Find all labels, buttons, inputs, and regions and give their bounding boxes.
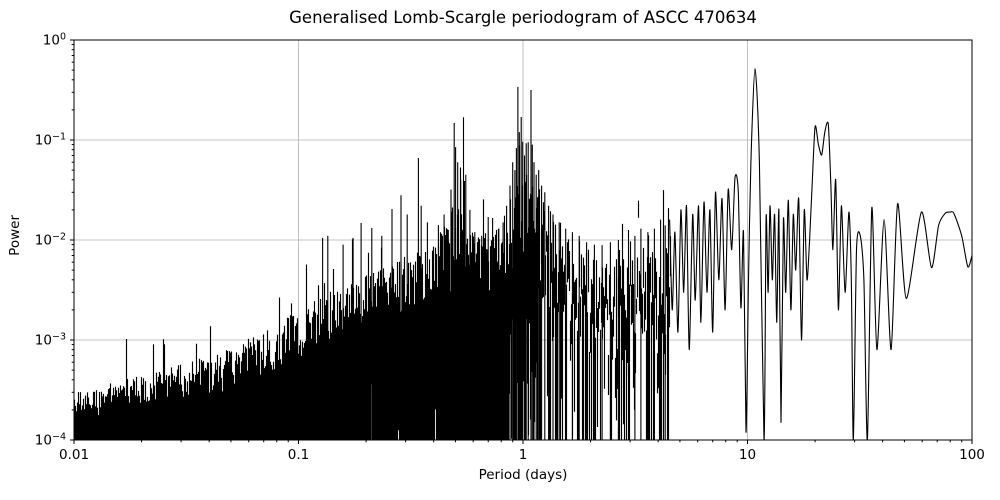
y-tick-label: 10−2 [35,232,66,249]
y-tick-label: 10−3 [35,332,66,349]
chart-title: Generalised Lomb-Scargle periodogram of … [289,8,757,27]
x-axis-label: Period (days) [478,467,568,483]
y-tick-label: 10−1 [35,132,66,149]
x-tick-label: 0.1 [288,447,309,463]
spectrum-peaks [322,86,666,440]
ticks [70,39,973,444]
x-tick-label: 10 [739,447,756,463]
spectrum-tail [669,67,972,440]
spectrum-dense [74,145,672,440]
y-tick-label: 100 [43,32,66,49]
x-tick-label: 1 [519,447,528,463]
x-tick-label: 100 [959,447,985,463]
y-tick-label: 10−4 [35,432,66,449]
tick-labels: 0.01 0.1 1 10 100 100 10−1 10−2 10−3 10−4 [35,32,985,464]
x-tick-label: 0.01 [59,447,89,463]
